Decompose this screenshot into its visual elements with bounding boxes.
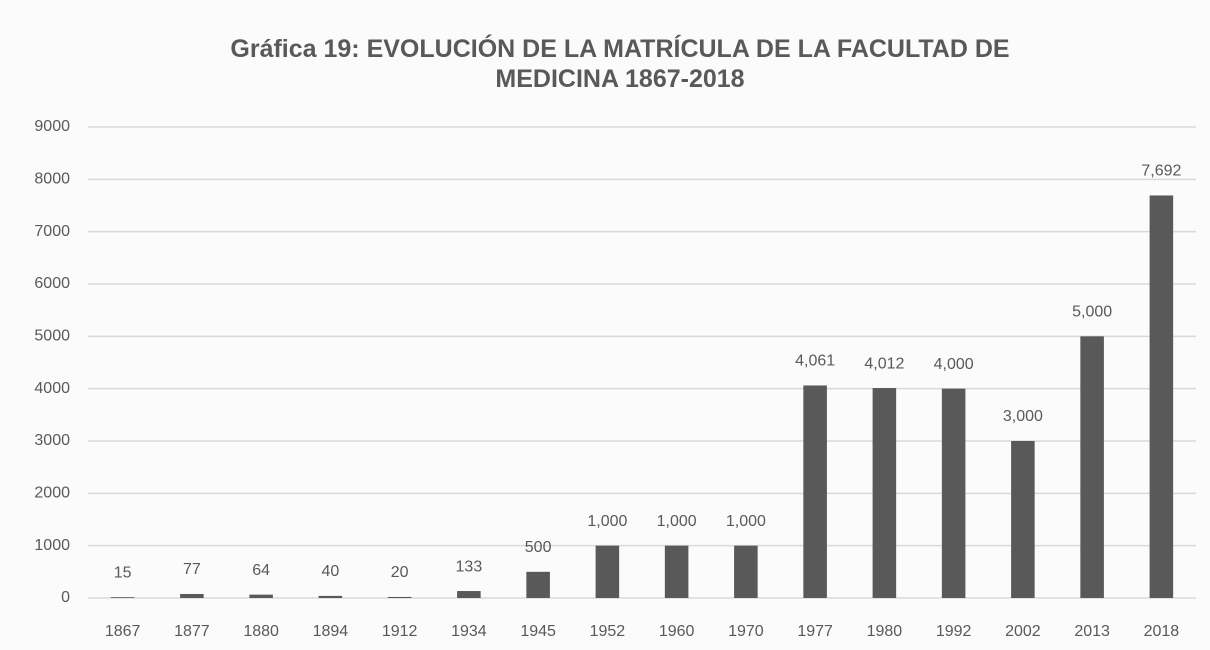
- x-tick-label: 1977: [797, 623, 833, 640]
- bar: [664, 545, 689, 598]
- y-tick-label: 7000: [34, 223, 70, 240]
- x-tick-label: 1867: [105, 623, 141, 640]
- value-label: 4,000: [934, 356, 974, 373]
- value-label: 133: [456, 558, 483, 575]
- x-tick-label: 1970: [728, 623, 764, 640]
- value-label: 5,000: [1072, 304, 1112, 321]
- bar: [803, 385, 827, 598]
- y-tick-label: 4000: [34, 380, 70, 397]
- bar: [941, 388, 966, 598]
- x-tick-label: 1992: [936, 623, 972, 640]
- y-tick-label: 2000: [34, 485, 70, 502]
- bar: [180, 593, 204, 598]
- y-tick-label: 0: [61, 589, 70, 606]
- bar: [872, 388, 897, 598]
- bar: [526, 571, 550, 598]
- bar: [457, 591, 481, 598]
- value-label: 1,000: [587, 513, 627, 530]
- bar: [1011, 441, 1035, 598]
- x-tick-label: 1960: [659, 623, 695, 640]
- value-label: 15: [114, 564, 132, 581]
- y-tick-label: 1000: [34, 537, 70, 554]
- x-tick-label: 1980: [867, 623, 903, 640]
- value-label: 4,061: [795, 353, 835, 370]
- y-tick-label: 9000: [34, 118, 70, 135]
- value-label: 40: [321, 563, 339, 580]
- value-label: 3,000: [1003, 408, 1043, 425]
- x-tick-label: 2018: [1144, 623, 1180, 640]
- x-tick-label: 1877: [174, 623, 210, 640]
- x-tick-label: 1880: [243, 623, 279, 640]
- x-tick-label: 2013: [1074, 623, 1110, 640]
- bar: [734, 545, 758, 598]
- bar: [249, 594, 273, 598]
- x-tick-label: 1952: [590, 623, 626, 640]
- value-label: 1,000: [657, 513, 697, 530]
- bar: [318, 595, 343, 598]
- x-tick-label: 1894: [313, 623, 349, 640]
- bar: [387, 596, 412, 598]
- value-label: 64: [252, 562, 270, 579]
- y-tick-label: 5000: [34, 328, 70, 345]
- bar: [595, 545, 620, 598]
- value-label: 4,012: [864, 355, 904, 372]
- x-tick-label: 1934: [451, 623, 487, 640]
- bar: [1080, 336, 1104, 598]
- value-label: 77: [183, 561, 201, 578]
- y-tick-label: 8000: [34, 171, 70, 188]
- bar: [110, 597, 135, 598]
- value-label: 7,692: [1141, 163, 1181, 180]
- value-label: 20: [391, 564, 409, 581]
- x-tick-label: 2002: [1005, 623, 1041, 640]
- value-label: 500: [525, 539, 552, 556]
- x-tick-label: 1912: [382, 623, 418, 640]
- y-tick-label: 3000: [34, 432, 70, 449]
- bar: [1149, 195, 1174, 598]
- y-tick-label: 6000: [34, 275, 70, 292]
- x-tick-label: 1945: [520, 623, 556, 640]
- chart-title: Gráfica 19: EVOLUCIÓN DE LA MATRÍCULA DE…: [230, 35, 1010, 93]
- value-label: 1,000: [726, 513, 766, 530]
